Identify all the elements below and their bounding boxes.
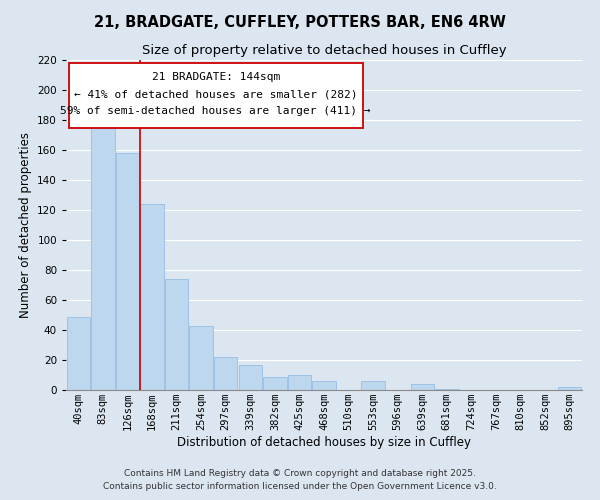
Bar [558,387,581,390]
Bar [165,279,188,390]
Bar [263,376,287,390]
Bar [410,384,434,390]
FancyBboxPatch shape [68,64,363,128]
Bar [67,316,90,390]
Text: ← 41% of detached houses are smaller (282): ← 41% of detached houses are smaller (28… [74,90,358,100]
Text: 59% of semi-detached houses are larger (411) →: 59% of semi-detached houses are larger (… [61,106,371,116]
Bar [140,204,164,390]
Text: 21, BRADGATE, CUFFLEY, POTTERS BAR, EN6 4RW: 21, BRADGATE, CUFFLEY, POTTERS BAR, EN6 … [94,15,506,30]
Bar [214,357,238,390]
X-axis label: Distribution of detached houses by size in Cuffley: Distribution of detached houses by size … [177,436,471,449]
Text: Contains HM Land Registry data © Crown copyright and database right 2025.: Contains HM Land Registry data © Crown c… [124,468,476,477]
Title: Size of property relative to detached houses in Cuffley: Size of property relative to detached ho… [142,44,506,58]
Bar [288,375,311,390]
Bar [116,153,139,390]
Text: 21 BRADGATE: 144sqm: 21 BRADGATE: 144sqm [152,72,280,82]
Bar [190,326,213,390]
Bar [239,364,262,390]
Bar [361,381,385,390]
Bar [435,388,458,390]
Text: Contains public sector information licensed under the Open Government Licence v3: Contains public sector information licen… [103,482,497,491]
Bar [91,128,115,390]
Y-axis label: Number of detached properties: Number of detached properties [19,132,32,318]
Bar [313,381,335,390]
